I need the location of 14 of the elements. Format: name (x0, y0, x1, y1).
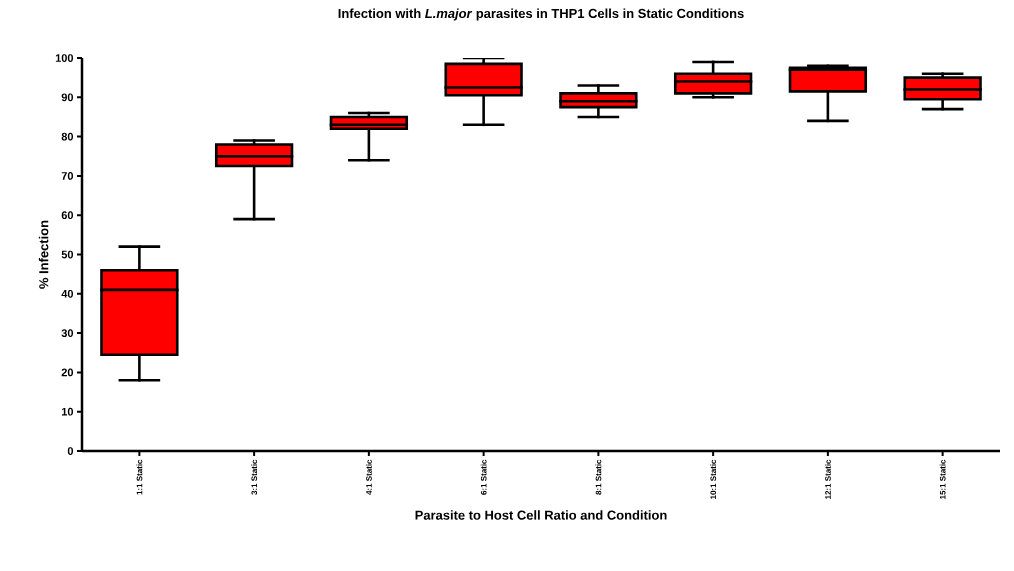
y-tick-label: 40 (61, 289, 74, 298)
y-axis-title: % Infection (38, 220, 49, 289)
y-tick-label: 30 (61, 329, 74, 337)
y-tick-label: 100 (55, 54, 74, 62)
y-tick-label: 80 (61, 132, 74, 141)
y-tick-label: 0 (67, 447, 74, 455)
y-tick-label: 60 (61, 211, 74, 220)
y-tick-label: 50 (61, 250, 74, 259)
y-tick-label: 90 (61, 93, 74, 102)
chart-title: Infection with L.major parasites in THP1 Cells in Static Conditions (338, 8, 744, 21)
y-tick-label: 20 (61, 368, 74, 377)
y-tick-label: 70 (61, 172, 74, 180)
y-tick-label: 10 (61, 407, 74, 416)
x-axis-title: Parasite to Host Cell Ratio and Condition (415, 510, 667, 520)
